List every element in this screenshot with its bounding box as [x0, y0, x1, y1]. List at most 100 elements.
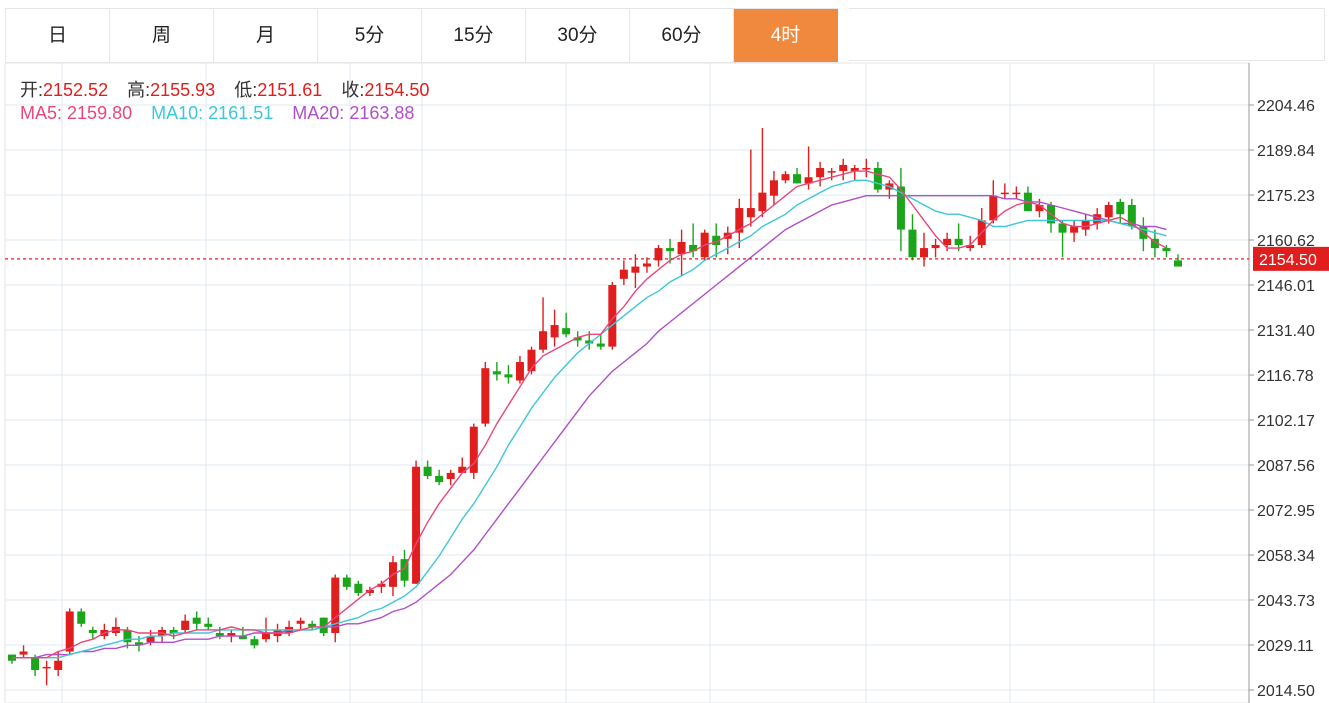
candle-body: [342, 577, 351, 587]
candle-body: [631, 266, 640, 273]
candle-body: [804, 177, 813, 184]
tab-5min[interactable]: 5分: [318, 9, 422, 62]
y-tick-label: 2102.17: [1257, 413, 1315, 430]
open-label: 开:: [20, 80, 44, 100]
candle-body: [712, 235, 721, 245]
y-tick-label: 2146.01: [1257, 278, 1315, 295]
candle-body: [619, 269, 628, 279]
candle-body: [469, 426, 478, 473]
y-tick-label: 2058.34: [1257, 548, 1315, 565]
y-tick-label: 2043.73: [1257, 593, 1315, 610]
plot-frame: [4, 62, 1250, 703]
candle-body: [435, 475, 444, 483]
ma20-value: 2163.88: [349, 103, 415, 123]
candle-body: [585, 340, 594, 344]
tab-60min[interactable]: 60分: [630, 9, 734, 62]
ma-readout: MA5: 2159.80 MA10: 2161.51 MA20: 2163.88: [20, 103, 414, 124]
candle-body: [943, 238, 952, 245]
candle-body: [654, 248, 663, 261]
tab-month[interactable]: 月: [214, 9, 318, 62]
candle-body: [562, 328, 571, 335]
y-tick-label: 2087.56: [1257, 458, 1315, 475]
candle-body: [481, 368, 490, 424]
candle-body: [181, 620, 190, 630]
candle-body: [677, 241, 686, 255]
ma20-label: MA20:: [292, 103, 345, 123]
candle-body: [642, 263, 651, 267]
candle-body: [1070, 226, 1079, 233]
candle-body: [1174, 260, 1182, 267]
ma20-line: [12, 194, 1167, 659]
candle-body: [365, 589, 374, 593]
candle-body: [504, 374, 513, 378]
candle-body: [308, 623, 317, 627]
candle-body: [596, 343, 605, 347]
y-tick-label: 2175.23: [1257, 188, 1315, 205]
open-value: 2152.52: [43, 80, 109, 100]
tab-day[interactable]: 日: [6, 9, 110, 62]
candle-body: [1127, 204, 1136, 227]
candle-body: [920, 248, 929, 258]
candle-body: [608, 285, 617, 347]
candle-body: [458, 466, 467, 473]
candle-body: [1012, 192, 1021, 195]
candle-body: [1093, 214, 1102, 224]
timeframe-tabs: 日 周 月 5分 15分 30分 60分 4时: [5, 8, 838, 63]
candle-body: [966, 244, 975, 249]
tabs-bar-filler: [849, 8, 1325, 61]
candle-body: [989, 195, 998, 221]
candle-body: [1058, 223, 1067, 233]
candle-body: [573, 337, 582, 341]
candle-body: [88, 629, 97, 634]
candle-body: [769, 180, 778, 196]
candle-body: [515, 362, 524, 381]
candle-body: [850, 168, 859, 172]
high-label: 高:: [127, 80, 151, 100]
candle-body: [250, 639, 259, 646]
candle-body: [839, 164, 848, 172]
candle-body: [746, 208, 755, 218]
candle-body: [54, 660, 63, 670]
candle-body: [31, 657, 40, 670]
y-tick-label: 2014.50: [1257, 683, 1315, 700]
candle-body: [400, 559, 409, 581]
tab-30min[interactable]: 30分: [526, 9, 630, 62]
candle-body: [539, 331, 548, 350]
y-tick-label: 2116.78: [1257, 368, 1314, 385]
candle-body: [1116, 201, 1125, 215]
candle-body: [1081, 220, 1090, 230]
ma10-label: MA10:: [151, 103, 204, 123]
candle-body: [793, 174, 802, 184]
high-value: 2155.93: [150, 80, 216, 100]
candle-body: [42, 666, 51, 669]
y-tick-label: 2072.95: [1257, 503, 1315, 520]
tab-4hour[interactable]: 4时: [734, 9, 838, 62]
candle-body: [215, 633, 224, 637]
candle-body: [446, 472, 455, 480]
y-tick-label: 2189.84: [1257, 143, 1315, 160]
tab-15min[interactable]: 15分: [422, 9, 526, 62]
y-tick-label: 2204.46: [1257, 98, 1315, 115]
ohlc-readout: 开:2152.52 高:2155.93 低:2151.61 收:2154.50: [20, 76, 429, 102]
candle-body: [377, 583, 386, 587]
candle-body: [77, 611, 86, 624]
candle-body: [873, 168, 882, 190]
candle-body: [1150, 238, 1159, 249]
current-price-tag: [1253, 246, 1329, 271]
ma5-value: 2159.80: [67, 103, 133, 123]
candle-body: [827, 171, 836, 173]
close-value: 2154.50: [364, 80, 430, 100]
y-tick-label: 2131.40: [1257, 323, 1315, 340]
candle-body: [896, 186, 905, 230]
candle-body: [423, 466, 432, 476]
candle-body: [527, 349, 536, 372]
tab-week[interactable]: 周: [110, 9, 214, 62]
candle-body: [666, 248, 675, 252]
candle-body: [134, 642, 143, 646]
close-label: 收:: [341, 80, 365, 100]
candle-body: [227, 633, 236, 637]
current-price-label: 2154.50: [1259, 252, 1317, 269]
y-tick-label: 2029.11: [1257, 638, 1314, 655]
low-value: 2151.61: [257, 80, 323, 100]
